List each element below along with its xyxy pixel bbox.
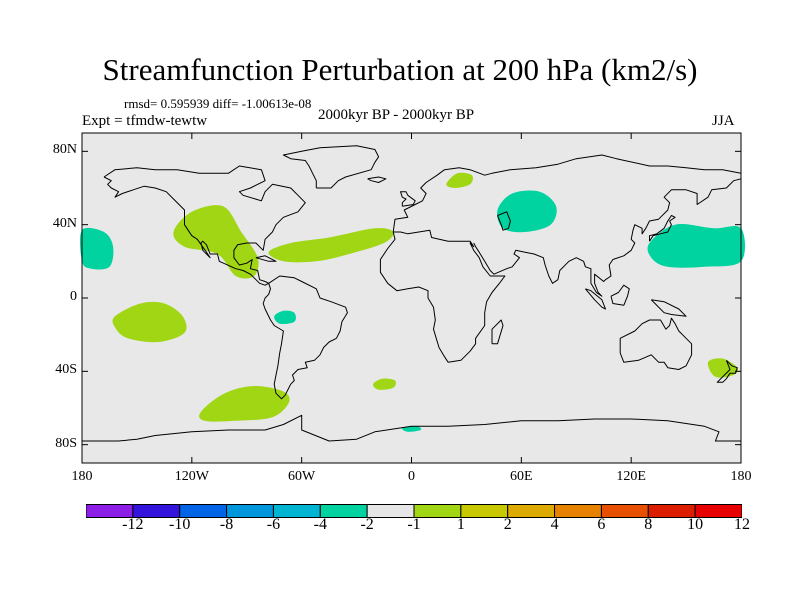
season-label: JJA — [712, 113, 735, 129]
colorbar — [86, 504, 742, 518]
colorbar-label: 1 — [456, 516, 465, 533]
coastline-australia — [619, 317, 693, 370]
anomaly-region-southern-ocean-positive — [199, 385, 290, 422]
colorbar-label: 4 — [550, 516, 559, 533]
coastline-madagascar — [491, 319, 504, 345]
x-tick-label: 120W — [174, 469, 209, 484]
coastline-south-america — [262, 275, 348, 400]
colorbar-label: 6 — [597, 516, 606, 533]
axis-ticks — [81, 133, 742, 463]
stats-line: rmsd= 0.595939 diff= -1.00613e-08 — [124, 96, 312, 111]
colorbar-label: -2 — [360, 516, 374, 533]
coastline-eurasia-africa — [379, 229, 506, 363]
coastline-antarctica — [82, 414, 741, 442]
x-tick-label: 0 — [408, 469, 415, 484]
coastline-britain — [400, 191, 416, 207]
coastline-new-guinea — [650, 299, 687, 317]
y-tick-label: 0 — [70, 289, 77, 304]
coastline-iceland — [367, 176, 387, 183]
anomaly-region-scandinavia-positive — [446, 172, 473, 188]
coastline-cuba — [255, 255, 277, 262]
anomaly-region-amazon-negative — [274, 310, 296, 325]
x-tick-label: 180 — [71, 469, 93, 484]
coastlines — [82, 145, 742, 442]
chart-title: Streamfunction Perturbation at 200 hPa (… — [102, 52, 698, 87]
colorbar-label: -10 — [169, 516, 191, 533]
colorbar-label: -8 — [219, 516, 234, 533]
anomaly-regions — [79, 172, 746, 432]
coastline-greenland — [282, 145, 380, 189]
colorbar-label: 10 — [687, 516, 704, 533]
x-tick-label: 60E — [510, 469, 533, 484]
anomaly-region-south-pacific-positive — [112, 301, 187, 343]
anomaly-region-antarctic-negative — [401, 426, 422, 432]
coastline-caspian — [497, 211, 511, 231]
map-background — [82, 133, 741, 463]
colorbar-label: 8 — [644, 516, 653, 533]
coastline-new-zealand — [716, 359, 738, 383]
anomaly-region-atlantic-positive — [268, 228, 394, 263]
anomaly-region-north-pacific-west-negative — [79, 227, 114, 270]
coastline-japan — [649, 215, 676, 242]
colorbar-label: 12 — [734, 516, 750, 533]
colorbar-label: -12 — [122, 516, 144, 533]
colorbar-label: -4 — [313, 516, 327, 533]
y-tick-label: 80N — [52, 142, 77, 158]
coastline-eurasia-north — [392, 154, 742, 297]
x-tick-label: 180 — [730, 469, 752, 484]
y-tick-label: 40S — [55, 362, 77, 378]
anomaly-region-central-asia-negative — [497, 190, 557, 233]
x-tick-label: 120E — [616, 469, 646, 484]
anomaly-region-south-atlantic-positive — [372, 378, 396, 390]
anomaly-region-north-pacific-east-negative — [647, 224, 746, 268]
coastline-sumatra — [585, 288, 606, 310]
colorbar-swatch — [694, 504, 742, 518]
coastline-borneo — [610, 284, 630, 306]
y-tick-label: 80S — [55, 435, 77, 451]
colorbar-label: -1 — [407, 516, 421, 533]
colorbar-label: 2 — [503, 516, 512, 533]
anomaly-region-east-pacific-positive — [173, 205, 259, 279]
x-tick-label: 60W — [288, 469, 316, 484]
coastline-north-america — [103, 165, 306, 286]
experiment-label: Expt = tfmdw-tewtw — [82, 113, 208, 129]
colorbar-label: -6 — [266, 516, 281, 533]
y-tick-label: 40N — [52, 215, 77, 231]
period-label: 2000kyr BP - 2000kyr BP — [318, 107, 475, 123]
